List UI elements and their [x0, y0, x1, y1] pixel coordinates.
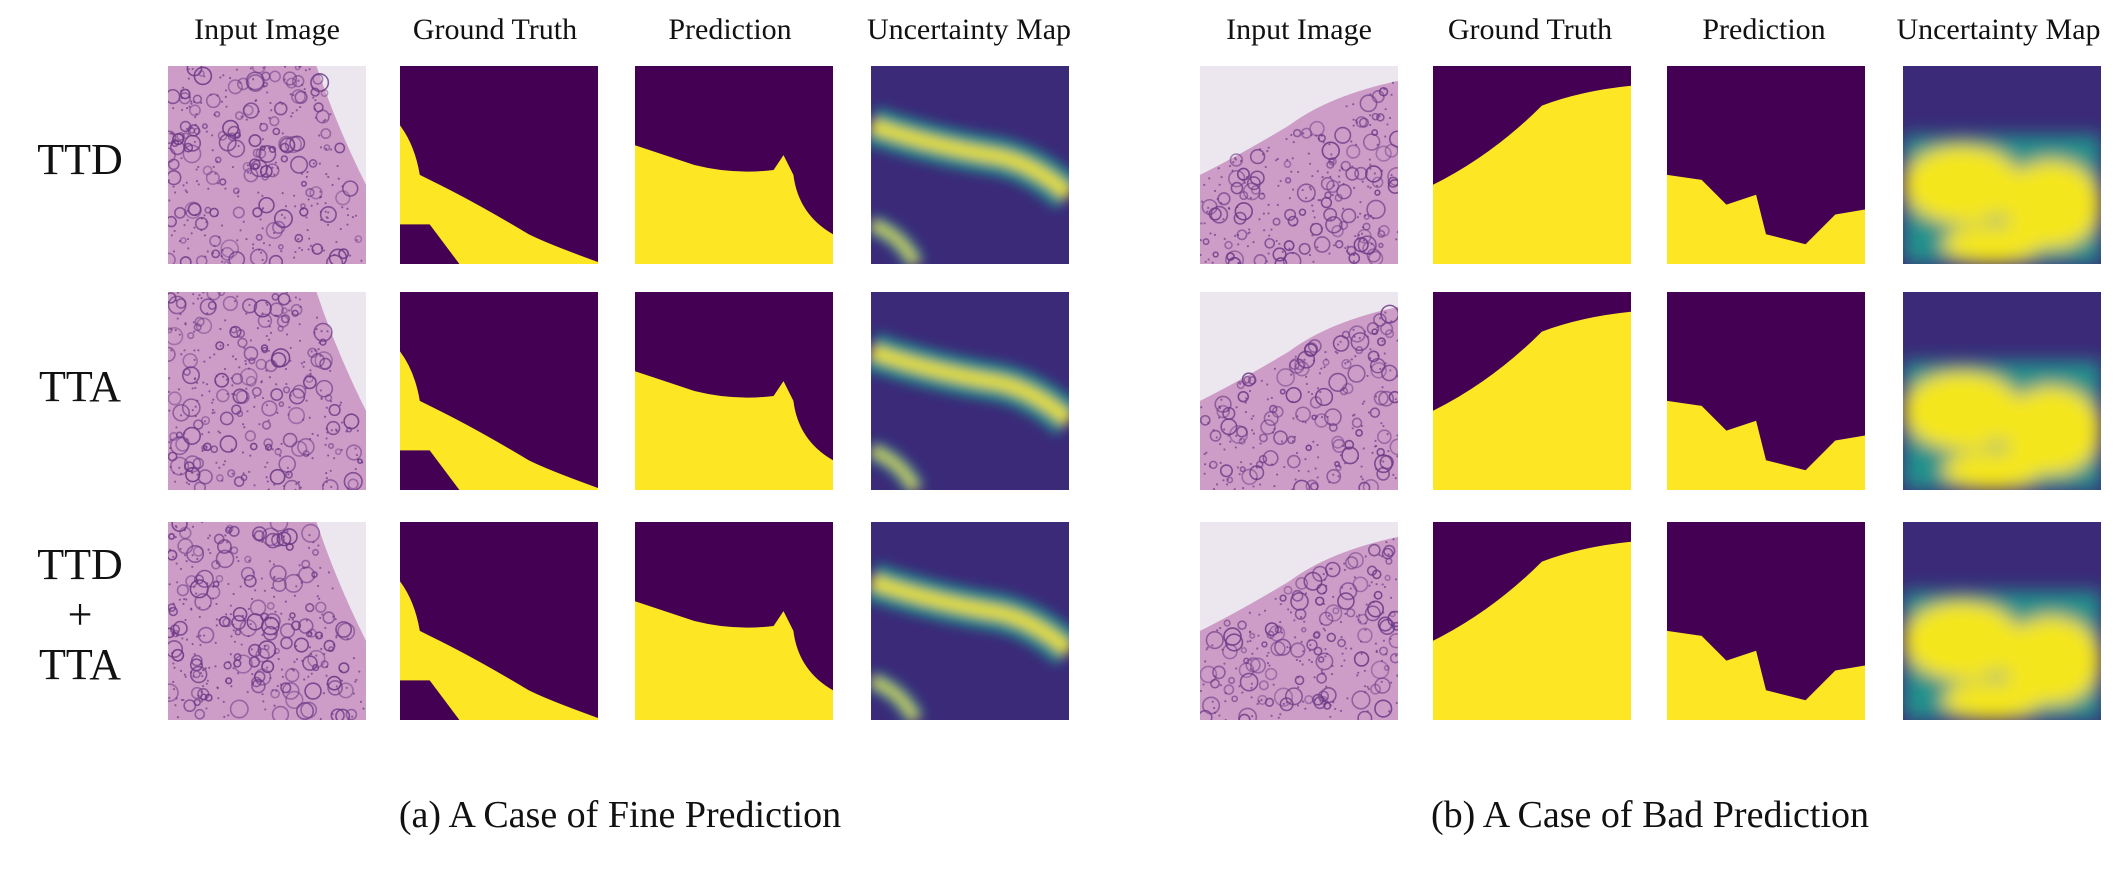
- input-image-b-ttd-tta: [1200, 522, 1398, 720]
- input-image-a-ttd-tta: [168, 522, 366, 720]
- header-a-uncertainty: Uncertainty Map: [866, 13, 1072, 46]
- prediction-mask-a-tta: [635, 292, 833, 490]
- caption-b: (b) A Case of Bad Prediction: [1431, 794, 1869, 836]
- prediction-mask-b-tta: [1667, 292, 1865, 490]
- ground-truth-mask-a-tta: [400, 292, 598, 490]
- caption-a: (a) A Case of Fine Prediction: [398, 794, 842, 836]
- ground-truth-mask-b-tta: [1433, 292, 1631, 490]
- uncertainty-map-a-ttd: [871, 66, 1069, 264]
- prediction-mask-a-ttd-tta: [635, 522, 833, 720]
- uncertainty-map-b-ttd-tta: [1903, 522, 2101, 720]
- uncertainty-map-b-tta: [1903, 292, 2101, 490]
- uncertainty-map-a-ttd-tta: [871, 522, 1069, 720]
- uncertainty-map-b-ttd: [1903, 66, 2101, 264]
- uncertainty-map-a-tta: [871, 292, 1069, 490]
- prediction-mask-b-ttd-tta: [1667, 522, 1865, 720]
- header-b-uncertainty: Uncertainty Map: [1896, 13, 2101, 46]
- input-image-a-tta: [168, 292, 366, 490]
- ground-truth-mask-b-ttd: [1433, 66, 1631, 264]
- row-label-combined-bottom: TTA: [38, 640, 121, 689]
- input-image-b-ttd: [1200, 66, 1398, 264]
- header-b-prediction: Prediction: [1702, 13, 1826, 46]
- ground-truth-mask-b-ttd-tta: [1433, 522, 1631, 720]
- input-image-a-ttd: [168, 66, 366, 264]
- input-image-b-tta: [1200, 292, 1398, 490]
- row-label-tta: TTA: [38, 362, 121, 411]
- ground-truth-mask-a-ttd-tta: [400, 522, 598, 720]
- prediction-mask-a-ttd: [635, 66, 833, 264]
- row-label-combined-plus: +: [67, 590, 93, 639]
- header-a-prediction: Prediction: [668, 13, 792, 46]
- prediction-mask-b-ttd: [1667, 66, 1865, 264]
- header-a-input: Input Image: [194, 13, 340, 46]
- row-label-ttd: TTD: [37, 135, 123, 184]
- ground-truth-mask-a-ttd: [400, 66, 598, 264]
- header-a-ground-truth: Ground Truth: [412, 13, 578, 46]
- header-b-ground-truth: Ground Truth: [1447, 13, 1613, 46]
- header-b-input: Input Image: [1226, 13, 1372, 46]
- row-label-combined-top: TTD: [37, 540, 123, 589]
